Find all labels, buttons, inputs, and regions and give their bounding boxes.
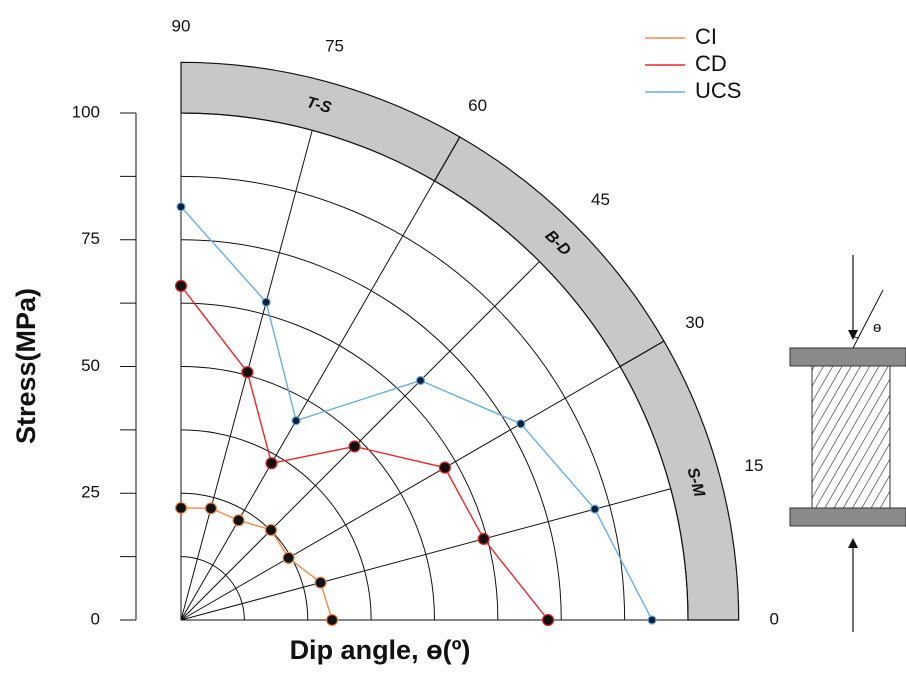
data-point: [241, 366, 254, 379]
data-point: [264, 523, 278, 537]
angle-label: 90: [172, 16, 191, 35]
grid-spoke: [180, 180, 435, 621]
data-point: [232, 514, 245, 527]
data-point: [176, 202, 186, 212]
grid-spoke: [180, 488, 671, 621]
angle-label: 0: [769, 609, 778, 628]
data-point: [348, 440, 361, 453]
data-point: [516, 419, 526, 429]
y-tick-label: 75: [81, 229, 100, 248]
band-label: T-S: [305, 94, 334, 117]
data-point: [261, 297, 271, 307]
data-point: [647, 615, 657, 625]
data-point: [415, 375, 426, 386]
legend-label: UCS: [695, 78, 741, 103]
series-line: [180, 507, 333, 621]
data-point: [325, 613, 339, 627]
y-tick-label: 100: [72, 102, 100, 121]
specimen-diagram: ɵ: [789, 255, 906, 632]
data-point: [204, 502, 218, 515]
x-axis-title: Dip angle, ɵ(º): [290, 635, 471, 665]
diagram-label: ɵ: [873, 319, 881, 336]
angle-label: 30: [685, 313, 704, 332]
data-point: [314, 576, 327, 589]
legend-label: CD: [695, 51, 727, 76]
data-point: [477, 532, 490, 546]
data-point: [174, 501, 188, 515]
angle-label: 75: [325, 37, 344, 56]
data-point: [291, 416, 301, 426]
y-tick-label: 25: [81, 483, 100, 502]
y-axis-title: Stress(MPa): [11, 288, 41, 444]
angle-label: 45: [591, 190, 610, 209]
data-point: [438, 461, 451, 474]
data-point: [265, 457, 278, 470]
y-tick-label: 50: [81, 356, 100, 375]
legend-label: CI: [695, 24, 717, 49]
data-point: [541, 613, 555, 627]
grid-spoke: [180, 366, 621, 621]
y-tick-label: 0: [91, 609, 100, 628]
band: [180, 61, 461, 182]
data-point: [174, 279, 188, 292]
angle-label: 60: [468, 96, 487, 115]
data-point: [282, 551, 295, 564]
angle-label: 15: [745, 456, 764, 475]
grid-spoke: [180, 261, 540, 621]
data-point: [590, 504, 600, 514]
band: [619, 340, 740, 621]
